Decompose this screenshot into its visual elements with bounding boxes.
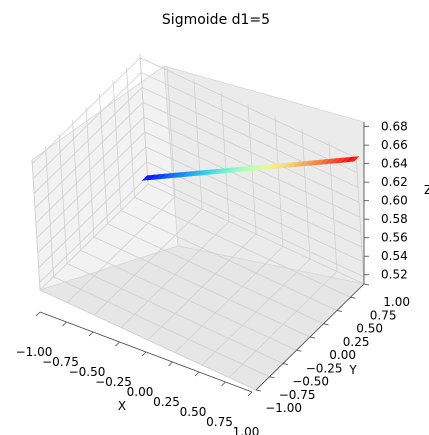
y-tick-label-5: 0.25 [343,335,370,349]
z-tick-label-1: 0.54 [381,249,408,263]
y-gridline-side-3 [72,120,81,251]
y-gridline-floor-3 [80,249,297,351]
y-gridline-side-7 [126,67,135,198]
z-tick-label-7: 0.66 [381,138,408,152]
y-gridline-floor-0 [39,289,257,391]
y-gridline-side-5 [99,93,108,224]
y-tick-label-7: 0.75 [370,308,397,322]
y-gridline-side-6 [112,80,122,211]
x-gridline-back-8 [355,153,365,285]
z-gridline-side-4 [35,116,145,224]
y-tick-label-0: −1.00 [265,401,302,415]
x-axis-label: X [118,399,126,413]
z-gridline-back-5 [142,101,360,203]
x-tick-label-6: 0.50 [180,405,207,419]
y-tick-mark-2 [282,363,289,365]
chart-title: Sigmoide d1=5 [162,12,270,28]
x-tick-label-0: −1.00 [16,345,53,359]
z-gridline-back-1 [146,161,363,263]
y-gridline-side-4 [85,106,95,238]
y-tick-mark-0 [255,389,262,392]
y-tick-label-1: −0.75 [279,388,316,402]
z-gridline-back-8 [140,57,357,159]
z-gridline-back-2 [145,146,362,248]
y-gridline-side-0 [31,159,41,291]
z-tick-label-8: 0.68 [381,120,408,134]
x-tick-mark-8 [247,391,253,397]
y-gridline-floor-1 [53,276,270,378]
surface-segment-39 [345,156,360,163]
x-gridline-back-2 [193,78,203,210]
y-axis-label: Y [348,363,357,377]
grid-lines [31,53,365,391]
z-axis-label: Z [424,183,429,197]
x-tick-label-8: 1.00 [233,425,260,435]
x-tick-mark-3 [115,341,120,347]
z-gridline-side-3 [36,131,146,239]
y-gridline-floor-6 [120,210,338,311]
z-gridline-back-6 [141,87,359,188]
x-gridline-back-3 [220,91,230,222]
z-gridline-side-5 [34,102,144,209]
y-gridline-floor-4 [93,236,311,338]
x-gridline-back-5 [274,116,284,247]
x-tick-label-3: −0.25 [95,375,132,389]
z-gridline-side-8 [31,57,141,164]
x-tick-mark-2 [88,331,94,337]
x-tick-label-1: −0.75 [42,355,79,369]
x-tick-label-5: 0.25 [153,395,180,409]
z-gridline-back-0 [147,176,364,277]
x-tick-label-7: 0.75 [206,415,233,429]
y-tick-mark-1 [269,376,275,379]
x-tick-mark-6 [194,371,200,377]
y-gridline-floor-5 [107,223,324,325]
y-tick-mark-8 [363,283,370,286]
y-tick-label-2: −0.50 [292,375,329,389]
z-tick-label-5: 0.62 [381,175,408,189]
y-tick-mark-4 [309,336,316,339]
x-tick-mark-1 [62,321,67,327]
z-gridline-side-1 [38,161,147,268]
z-gridline-side-6 [33,87,143,194]
y-tick-mark-3 [296,349,302,352]
y-gridline-floor-2 [66,263,284,364]
z-tick-label-6: 0.64 [381,157,408,171]
z-tick-label-3: 0.58 [381,212,408,226]
x-ticks: −1.00−0.75−0.50−0.250.000.250.500.751.00 [16,311,260,435]
y-gridline-floor-7 [134,196,351,298]
y-gridline-side-2 [58,133,68,264]
z-gridline-back-3 [144,131,361,233]
z-gridline-side-7 [32,72,142,179]
z-gridline-back-7 [140,72,358,173]
x-tick-mark-0 [35,311,41,317]
x-tick-mark-5 [168,361,173,367]
z-ticks: 0.52 0.54 0.56 0.58 0.60 0.62 0.64 0.66 0.68 [364,120,408,282]
z-gridline-side-2 [37,146,146,254]
y-tick-label-3: −0.25 [306,361,343,375]
y-tick-mark-7 [350,296,356,299]
y-ticks: −1.00−0.75−0.50−0.250.000.250.500.751.00 [255,283,410,415]
y-tick-label-4: 0.00 [329,348,356,362]
x-tick-label-2: −0.50 [69,365,106,379]
y-tick-label-6: 0.50 [356,322,383,336]
y-gridline-side-1 [45,146,54,277]
y-tick-mark-5 [323,323,329,326]
y-gridline-floor-8 [147,183,365,285]
z-tick-label-2: 0.56 [381,231,408,245]
y-tick-mark-6 [336,310,343,312]
x-tick-label-4: 0.00 [127,385,154,399]
y-tick-label-8: 1.00 [383,295,410,309]
surface-plot [141,156,360,181]
z-tick-label-4: 0.60 [381,194,408,208]
x-tick-mark-4 [141,351,147,357]
y-gridline-side-8 [139,53,149,185]
x-tick-mark-7 [221,381,226,387]
z-tick-label-0: 0.52 [381,268,408,282]
z-gridline-side-0 [39,176,148,283]
x-gridline-back-6 [301,128,311,260]
